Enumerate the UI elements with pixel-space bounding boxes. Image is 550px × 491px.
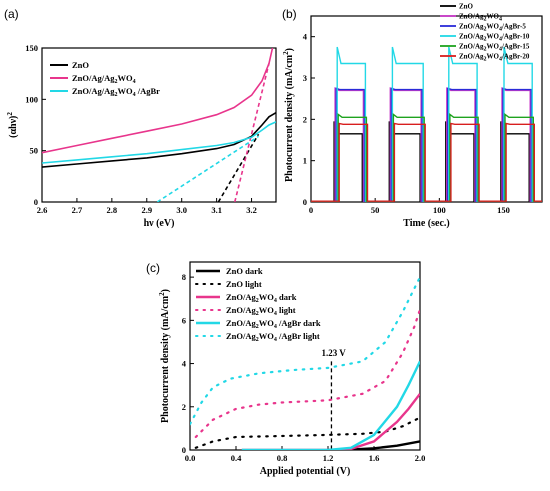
panel-a-series-line bbox=[42, 121, 276, 164]
panel-a-legend-label: ZnO/Ag/Ag2WO4 /AgBr bbox=[72, 86, 160, 98]
panel-a-xtick-label: 2.7 bbox=[72, 205, 83, 215]
panel-a-ytick-label: 0 bbox=[34, 197, 38, 207]
panel-b-ylabel: Photocurrent density (mA/cm2) bbox=[282, 48, 295, 182]
panel-c-xtick-label: 2.0 bbox=[415, 453, 426, 463]
panel-b-plot-area bbox=[311, 46, 542, 202]
panel-a-ylabel: (αhν)2 bbox=[6, 112, 19, 138]
panel-a-xlabel: hν (eV) bbox=[144, 218, 175, 229]
panel-c-xtick-label: 0.0 bbox=[185, 453, 196, 463]
panel-c-legend-label: ZnO/Ag2WO4 dark bbox=[226, 292, 297, 304]
panel-b-series-line bbox=[311, 87, 542, 202]
panel-c-series-line bbox=[241, 360, 420, 450]
panel-a-legend-label: ZnO/Ag/Ag2WO4 bbox=[72, 73, 136, 85]
panel-b-xtick-label: 150 bbox=[497, 205, 510, 215]
panel-c-ytick-label: 6 bbox=[182, 315, 186, 325]
panel-a-tangent-line bbox=[156, 135, 259, 202]
panel-b-legend-label: ZnO/Ag2WO4/AgBr-20 bbox=[459, 53, 530, 63]
panel-c-series-line bbox=[194, 416, 420, 449]
panel-c-ytick-label: 2 bbox=[182, 402, 186, 412]
panel-c-legend-label: ZnO/Ag2WO4 /AgBr dark bbox=[226, 318, 321, 330]
panel-c-xtick-label: 1.2 bbox=[323, 453, 334, 463]
panel-a-ytick-label: 50 bbox=[30, 146, 39, 156]
panel-b-ytick-label: 1 bbox=[303, 156, 307, 166]
panel-a-plot-area bbox=[42, 48, 276, 202]
panel-c-legend-label: ZnO dark bbox=[226, 266, 263, 276]
panel-b-ytick-label: 0 bbox=[303, 197, 307, 207]
panel-b-series-line bbox=[311, 121, 542, 202]
panel-a-xtick-label: 3.2 bbox=[246, 205, 257, 215]
panel-a-frame bbox=[41, 47, 277, 203]
panel-b-series-line bbox=[311, 87, 542, 202]
panel-c-xtick-label: 0.4 bbox=[231, 453, 242, 463]
panel-c-label: (c) bbox=[146, 261, 160, 275]
panel-b-series-line bbox=[311, 112, 542, 202]
panel-c-xtick-label: 1.6 bbox=[369, 453, 380, 463]
panel-b-ytick-label: 4 bbox=[303, 32, 308, 42]
panel-c-ytick-label: 0 bbox=[182, 445, 186, 455]
panel-b-label: (b) bbox=[282, 7, 297, 21]
panel-c-annotation-label: 1.23 V bbox=[321, 348, 346, 358]
panel-b-ytick-label: 2 bbox=[303, 114, 307, 124]
panel-a-tangent-line bbox=[217, 133, 260, 202]
panel-a-xtick-label: 2.6 bbox=[37, 205, 48, 215]
panel-c-series-line bbox=[241, 393, 420, 450]
panel-c-xlabel: Applied potential (V) bbox=[260, 466, 351, 477]
panel-c-legend-label: ZnO/Ag2WO4 light bbox=[226, 305, 296, 317]
panel-a-series-line bbox=[42, 112, 276, 168]
panel-a-ytick-label: 150 bbox=[25, 43, 38, 53]
panel-a-xtick-label: 3.0 bbox=[176, 205, 187, 215]
panel-b: (b) 0 50 100 150 0 1 2 3 4 Time (sec.) Photocurrent… bbox=[282, 3, 543, 229]
panel-c-legend-label: ZnO/Ag2WO4 /AgBr light bbox=[226, 331, 320, 343]
panel-b-xlabel: Time (sec.) bbox=[403, 218, 449, 229]
panel-c-legend-label: ZnO light bbox=[226, 279, 262, 289]
panel-b-xtick-label: 0 bbox=[309, 205, 313, 215]
panel-a-label: (a) bbox=[4, 7, 19, 21]
panel-b-legend-label: ZnO/Ag2WO4/AgBr-10 bbox=[459, 33, 530, 43]
panel-c-series-line bbox=[194, 308, 420, 439]
panel-c-ytick-label: 8 bbox=[182, 272, 186, 282]
panel-a-series-line bbox=[42, 48, 274, 154]
panel-b-xtick-label: 50 bbox=[371, 205, 380, 215]
panel-b-legend: ZnOZnO/Ag2WO4ZnO/Ag2WO4/AgBr-5ZnO/Ag2WO4… bbox=[440, 3, 530, 63]
panel-b-ytick-label: 3 bbox=[303, 73, 307, 83]
panel-a-legend-label: ZnO bbox=[72, 60, 89, 70]
panel-a-ytick-label: 100 bbox=[25, 94, 38, 104]
panel-a-tangent-line bbox=[234, 63, 270, 202]
panel-b-legend-label: ZnO bbox=[459, 3, 474, 11]
panel-b-frame bbox=[310, 15, 543, 203]
panel-b-series-line bbox=[311, 122, 542, 202]
panel-a-xtick-label: 3.1 bbox=[211, 205, 222, 215]
panel-a-xtick-label: 2.8 bbox=[107, 205, 118, 215]
panel-a: (a) 2.6 2.7 2.8 2.9 3.0 3.1 3.2 0 50 100 150 hν (eV)… bbox=[4, 7, 277, 229]
panel-c: (c) 0.0 0.4 0.8 1.2 1.6 2.0 0 2 4 6 8 Applied potent… bbox=[146, 261, 425, 477]
panel-b-legend-label: ZnO/Ag2WO4/AgBr-5 bbox=[459, 23, 526, 33]
panel-c-ytick-label: 4 bbox=[182, 359, 187, 369]
panel-c-xtick-label: 0.8 bbox=[277, 453, 288, 463]
panel-b-legend-label: ZnO/Ag2WO4/AgBr-15 bbox=[459, 43, 530, 53]
panel-c-ylabel: Photocurrent density (mA/cm2) bbox=[158, 289, 171, 423]
panel-b-xtick-label: 100 bbox=[433, 205, 446, 215]
panel-b-legend-label: ZnO/Ag2WO4 bbox=[459, 13, 502, 23]
panel-a-xtick-label: 2.9 bbox=[141, 205, 152, 215]
panel-c-plot-area bbox=[190, 276, 420, 450]
